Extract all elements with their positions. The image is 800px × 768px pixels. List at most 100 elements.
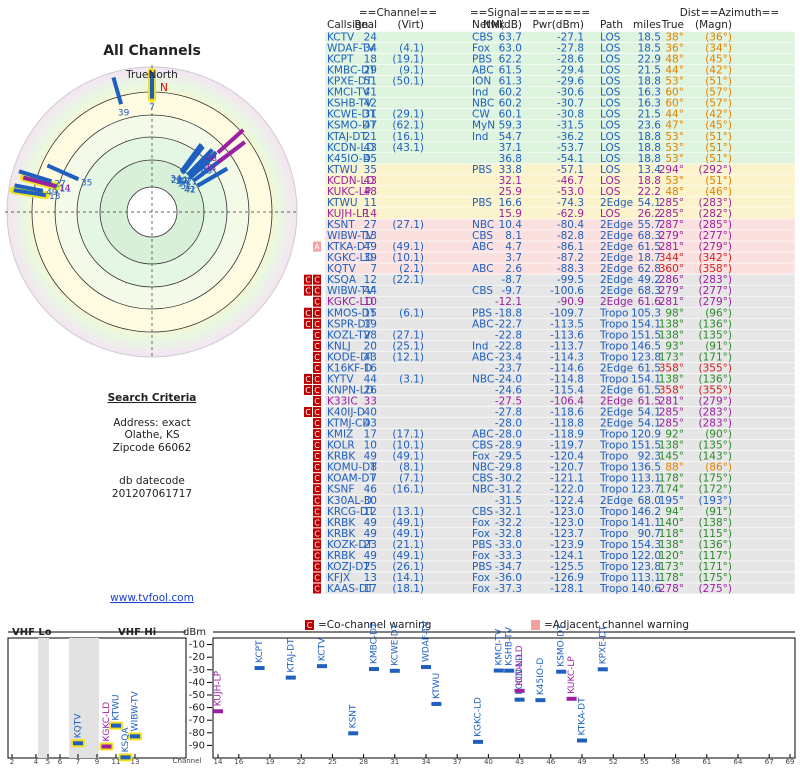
table-cell: CBS xyxy=(472,506,493,518)
table-cell: 16.3 xyxy=(638,98,661,110)
spoke-label: 13 xyxy=(49,192,60,202)
table-cell: 123.8 xyxy=(631,561,661,573)
table-cell: (49.1) xyxy=(392,451,424,463)
table-cell: LOS xyxy=(600,142,621,154)
table-cell: -100.6 xyxy=(550,285,584,297)
warning-box xyxy=(313,550,321,561)
spoke xyxy=(46,163,80,182)
table-cell: -36.2 xyxy=(557,131,584,143)
table-cell: ABC xyxy=(472,241,494,253)
warning-box xyxy=(313,307,321,318)
column-header: Pwr(dBm) xyxy=(532,19,584,31)
table-cell: -62.9 xyxy=(557,208,584,220)
spoke-label: 7 xyxy=(149,103,155,113)
table-cell: -124.1 xyxy=(550,550,584,562)
table-cell: 13 xyxy=(364,572,377,584)
table-cell: 174° xyxy=(659,484,684,496)
column-header: (Virt) xyxy=(398,19,425,31)
table-cell: -106.4 xyxy=(550,395,584,407)
table-cell: KSMO-DT xyxy=(327,120,377,132)
table-cell: 61.5 xyxy=(638,241,661,253)
table-cell: (342°) xyxy=(699,252,732,264)
table-cell: (45°) xyxy=(705,54,732,66)
table-cell: ABC xyxy=(472,429,494,441)
table-cell: (279°) xyxy=(699,395,732,407)
table-cell: KRBK xyxy=(327,517,356,529)
warning-letter: C xyxy=(314,375,320,384)
table-cell: (12.1) xyxy=(392,351,424,363)
warning-letter: C xyxy=(314,562,320,571)
table-cell: Tropo xyxy=(599,539,628,551)
table-cell: (49.1) xyxy=(392,550,424,562)
warning-letter: C xyxy=(314,309,320,318)
table-cell: -27.5 xyxy=(495,395,522,407)
table-cell: LOS xyxy=(600,175,621,187)
table-cell: (91°) xyxy=(705,340,732,352)
table-cell: (49.1) xyxy=(392,241,424,253)
table-cell: Tropo xyxy=(599,484,628,496)
x-tick-label: 2 xyxy=(10,758,14,766)
station-label: KGKC-LD xyxy=(474,697,484,737)
table-cell: (51°) xyxy=(705,131,732,143)
table-cell: 278° xyxy=(659,583,684,595)
table-cell: (283°) xyxy=(699,418,732,430)
table-cell: 35 xyxy=(364,164,377,176)
table-cell: -32.2 xyxy=(495,517,522,529)
station-label: KMBC-DT xyxy=(370,622,380,664)
table-cell: 146.5 xyxy=(631,340,661,352)
table-cell: 2Edge xyxy=(600,219,633,231)
band-title: VHF Hi xyxy=(118,627,156,638)
power-bar xyxy=(597,667,608,672)
table-cell: 2Edge xyxy=(600,230,633,242)
table-cell: -29.6 xyxy=(557,76,584,88)
table-cell: 18.8 xyxy=(638,153,661,165)
table-cell: 36° xyxy=(665,43,684,55)
warning-box xyxy=(313,285,321,296)
station-label: KCPT xyxy=(255,640,265,663)
table-cell: (136°) xyxy=(699,318,732,330)
table-cell: 40 xyxy=(364,407,377,419)
table-cell: 2Edge xyxy=(600,362,633,374)
table-cell: -109.7 xyxy=(550,307,584,319)
table-cell: -27.1 xyxy=(557,32,584,44)
site-link[interactable]: www.tvfool.com xyxy=(110,592,194,604)
warning-box xyxy=(313,473,321,484)
legend-co-letter: C xyxy=(307,621,313,630)
table-cell: 178° xyxy=(659,473,684,485)
panel-title: All Channels xyxy=(103,43,201,59)
power-bar xyxy=(73,741,83,746)
table-cell: CBS xyxy=(472,473,493,485)
table-cell: Tropo xyxy=(599,561,628,573)
table-cell: KMOS-DT xyxy=(327,307,377,319)
table-cell: Tropo xyxy=(599,473,628,485)
table-cell: (135°) xyxy=(699,329,732,341)
table-cell: 120.9 xyxy=(631,429,661,441)
table-cell: 13.4 xyxy=(638,164,662,176)
table-cell: (51°) xyxy=(705,142,732,154)
table-cell: KRBK xyxy=(327,550,356,562)
spoke xyxy=(189,150,218,177)
x-tick-label: 16 xyxy=(234,758,243,766)
table-cell: CBS xyxy=(472,32,493,44)
table-cell: 2Edge xyxy=(600,418,633,430)
table-cell: -118.6 xyxy=(550,407,584,419)
table-cell: (62.1) xyxy=(392,120,424,132)
spoke-label: 11 xyxy=(60,184,71,194)
station-label: KGKC-LD xyxy=(102,702,112,742)
table-cell: (43.1) xyxy=(392,142,424,154)
table-cell: 49 xyxy=(364,451,377,463)
spoke-label: 43 xyxy=(201,167,212,177)
spoke-label: 49 xyxy=(46,188,58,198)
warning-letter: C xyxy=(314,276,320,285)
warning-box xyxy=(313,407,321,418)
spoke xyxy=(216,140,247,165)
table-cell: Tropo xyxy=(599,318,628,330)
table-cell: ABC xyxy=(472,318,494,330)
warning-box xyxy=(313,340,321,351)
table-cell: -123.7 xyxy=(550,528,584,540)
table-cell: 18.8 xyxy=(638,142,661,154)
spectrum-marks: -10-20-30-40-50-60-70-80-902 4 5 6 7 9 11 13 14 1… xyxy=(10,620,795,766)
table-cell: KCWE-DT xyxy=(327,109,377,121)
warning-box xyxy=(313,384,321,395)
table-cell: KNPN-LD xyxy=(327,384,374,396)
